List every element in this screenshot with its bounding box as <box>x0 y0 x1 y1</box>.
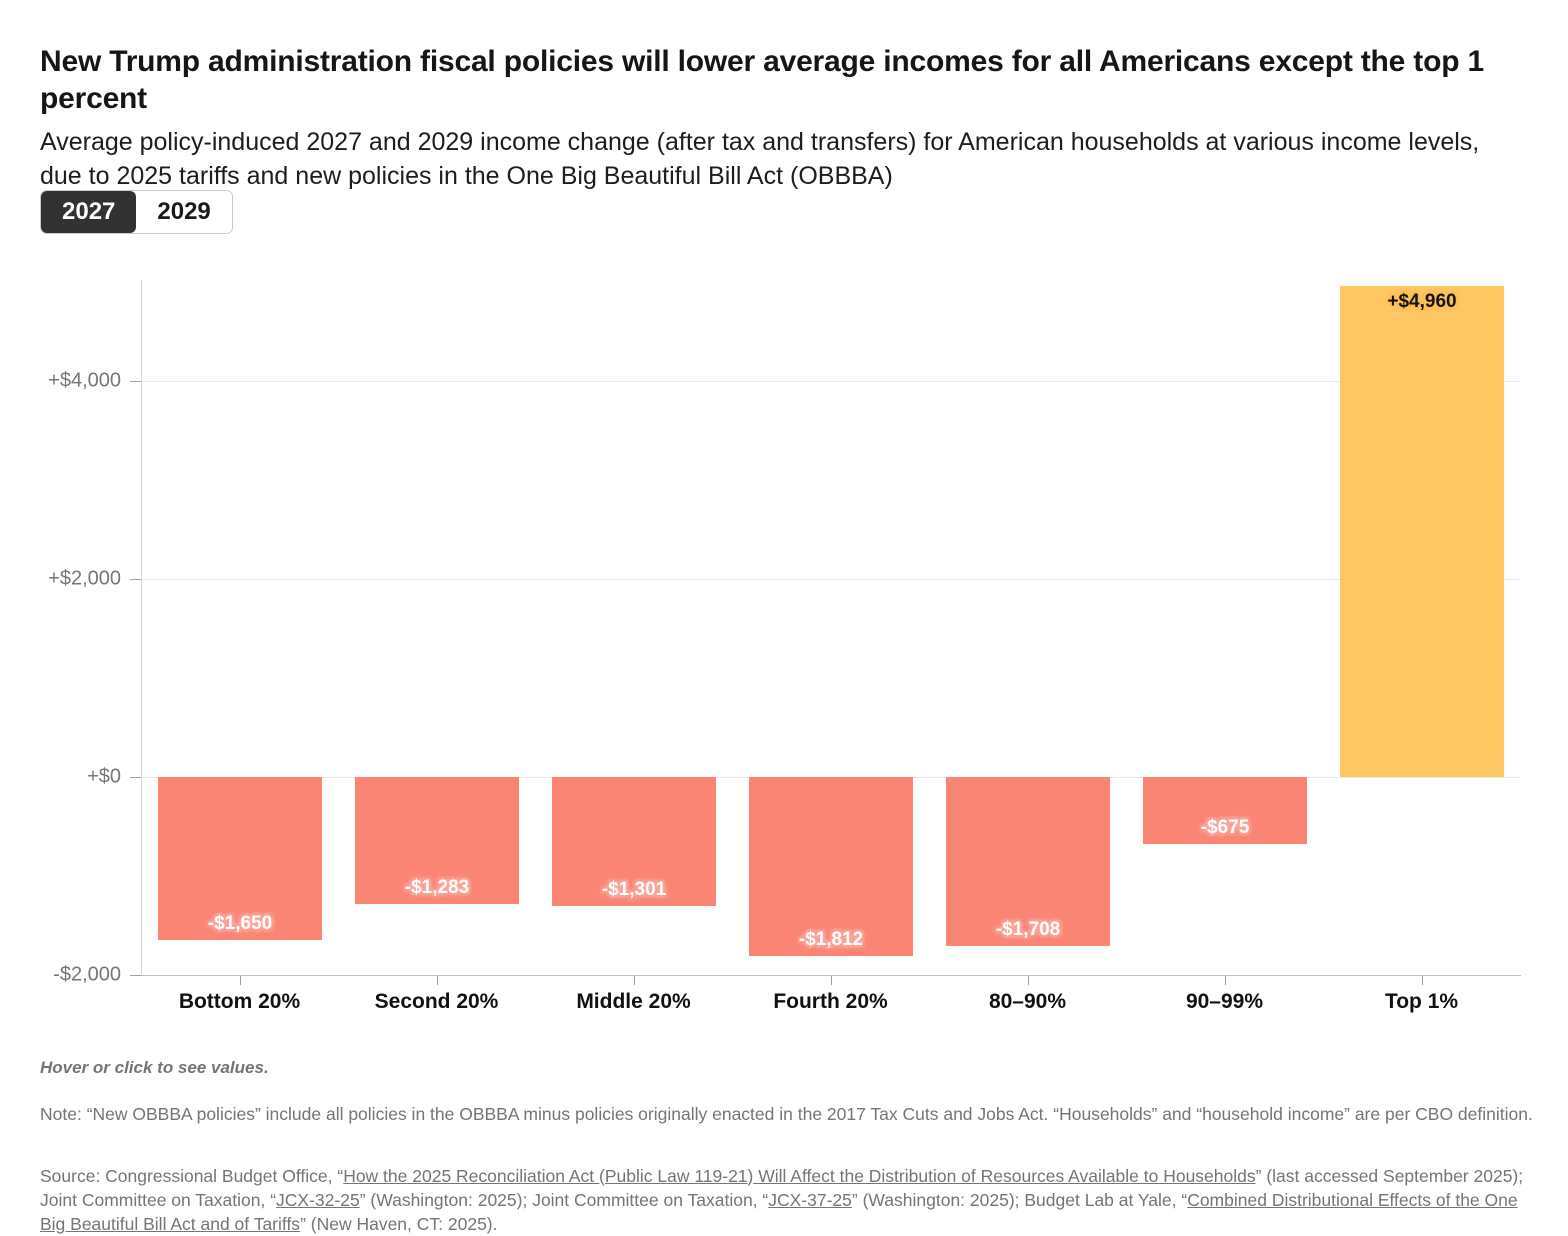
x-axis-label: Bottom 20% <box>178 990 301 1013</box>
bar-value-label: -$1,283 <box>404 877 470 898</box>
source-text: Source: Congressional Budget Office, “Ho… <box>40 1164 1536 1236</box>
x-axis-line <box>141 975 1521 976</box>
y-axis-tick <box>130 578 141 580</box>
source-link[interactable]: JCX-32-25 <box>276 1189 360 1210</box>
gridline <box>141 380 1520 382</box>
x-axis-tick <box>1027 976 1029 985</box>
note-text: Note: “New OBBBA policies” include all p… <box>40 1103 1533 1124</box>
y-axis-tick <box>130 776 141 778</box>
y-axis-tick <box>130 380 141 382</box>
x-axis-tick <box>633 976 635 985</box>
y-axis-tick <box>130 975 141 976</box>
hover-hint: Hover or click to see values. <box>40 1058 269 1077</box>
bar-bottom-20[interactable]: -$1,650 <box>158 777 322 940</box>
x-axis-tick <box>1421 976 1423 985</box>
bar-top-1[interactable]: +$4,960 <box>1340 286 1504 777</box>
y-axis-label: +$0 <box>87 765 121 788</box>
source-link[interactable]: Combined Distributional Effects of the O… <box>40 1189 1518 1234</box>
bar-value-label: -$1,812 <box>798 929 864 950</box>
x-axis-tick <box>830 976 832 985</box>
y-axis-label: -$2,000 <box>53 963 121 986</box>
gridline <box>141 578 1520 580</box>
bar-middle-20[interactable]: -$1,301 <box>552 777 716 906</box>
bar-value-label: +$4,960 <box>1387 291 1457 312</box>
source-link[interactable]: JCX-37-25 <box>768 1189 852 1210</box>
bar-value-label: -$1,708 <box>995 919 1061 940</box>
y-axis-line <box>141 280 142 975</box>
source-plain-text: ” (last accessed September 2025); Joint … <box>40 1165 1524 1210</box>
page-title: New Trump administration fiscal policies… <box>40 45 1484 115</box>
bar-fourth-20[interactable]: -$1,812 <box>749 777 913 956</box>
bar-80-90[interactable]: -$1,708 <box>946 777 1110 946</box>
chart-subtitle: Average policy-induced 2027 and 2029 inc… <box>40 128 1480 190</box>
x-axis-label: 90–99% <box>1185 990 1264 1013</box>
bar-90-99[interactable]: -$675 <box>1143 777 1307 844</box>
source-link[interactable]: How the 2025 Reconciliation Act (Public … <box>343 1165 1256 1186</box>
x-axis-label: Top 1% <box>1384 990 1459 1013</box>
source-plain-text: Source: Congressional Budget Office, “ <box>40 1165 344 1186</box>
year-toggle: 2027 2029 <box>40 190 233 234</box>
y-axis-label: +$2,000 <box>48 567 121 590</box>
x-axis-tick <box>436 976 438 985</box>
x-axis-label: Fourth 20% <box>773 990 888 1013</box>
bar-value-label: -$1,650 <box>207 913 273 934</box>
x-axis-label: 80–90% <box>988 990 1067 1013</box>
y-axis-label: +$4,000 <box>48 369 121 392</box>
source-plain-text: ” (Washington: 2025); Joint Committee on… <box>359 1189 769 1210</box>
bar-chart: +$4,000 +$2,000 +$0 -$2,000 Bottom 20% -$1,65… <box>0 280 1568 1040</box>
bar-value-label: -$1,301 <box>601 879 667 900</box>
x-axis-tick <box>1224 976 1226 985</box>
x-axis-tick <box>239 976 241 985</box>
x-axis-label: Second 20% <box>374 990 499 1013</box>
bar-second-20[interactable]: -$1,283 <box>355 777 519 904</box>
source-plain-text: ” (Washington: 2025); Budget Lab at Yale… <box>851 1189 1188 1210</box>
year-toggle-2029[interactable]: 2029 <box>136 191 232 233</box>
x-axis-label: Middle 20% <box>576 990 691 1013</box>
year-toggle-2027[interactable]: 2027 <box>41 191 137 233</box>
bar-value-label: -$675 <box>1200 817 1250 838</box>
source-plain-text: ” (New Haven, CT: 2025). <box>300 1213 498 1234</box>
